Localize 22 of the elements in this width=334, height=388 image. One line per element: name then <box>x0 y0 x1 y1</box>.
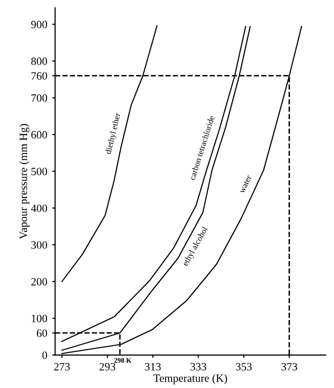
y-tick-label: 900 <box>31 20 48 28</box>
y-tick-label: 0 <box>42 351 48 359</box>
y-tick-label: 760 <box>32 72 48 80</box>
y-axis-title: Vapour pressure (mm Hg) <box>19 124 30 240</box>
y-tick-label: 700 <box>32 94 48 102</box>
x-tick-label: 333 <box>190 363 206 370</box>
y-tick-label: 600 <box>31 131 48 138</box>
x-tick-label: 353 <box>236 363 252 370</box>
text: water <box>240 174 252 194</box>
x-tick-label: 373 <box>281 363 298 370</box>
x-tick-label: 293 <box>100 363 116 370</box>
y-tick-label: 800 <box>31 58 48 66</box>
x-tick-label: 273 <box>54 363 70 370</box>
text: diethyl ether <box>104 112 122 155</box>
y-tick-label: 200 <box>31 278 48 286</box>
y-tick-label: 300 <box>31 241 48 249</box>
x-tick-label: 313 <box>145 363 161 370</box>
y-tick-label: 100 <box>32 314 48 322</box>
y-tick-label: 500 <box>31 168 48 176</box>
y-tick-label: 60 <box>36 329 48 337</box>
y-tick-label: 400 <box>31 204 48 212</box>
x-axis-title: Temperature (K) <box>153 374 227 384</box>
